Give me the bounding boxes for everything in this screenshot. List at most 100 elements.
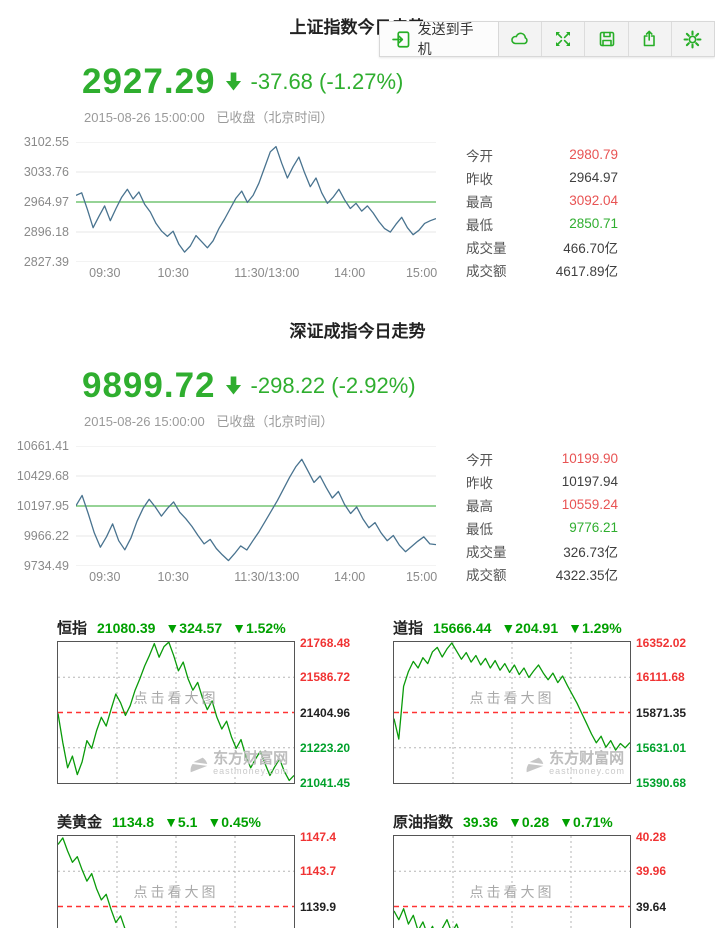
mini-chart-change-pct: ▼1.52% xyxy=(232,620,286,636)
axis-tick: 21223.20 xyxy=(300,741,351,756)
mini-chart-header: 恒指 21080.39 ▼324.57 ▼1.52% xyxy=(57,617,379,638)
x-tick: 15:00 xyxy=(405,266,438,280)
szse-x-axis: 09:30 10:30 11:30/13:00 14:00 15:00 xyxy=(76,570,438,586)
settings-button[interactable] xyxy=(671,22,714,56)
mini-chart-change: ▼0.28 xyxy=(508,814,550,830)
axis-tick: 16111.68 xyxy=(636,669,685,684)
send-to-phone-icon xyxy=(392,30,410,48)
axis-tick: 15390.68 xyxy=(636,775,687,790)
mini-charts-grid: 恒指 21080.39 ▼324.57 ▼1.52% 点击看大图 东方财富网 xyxy=(57,617,715,928)
eastmoney-domain-text: eastmoney.com xyxy=(549,766,625,776)
szse-datetime: 2015-08-26 15:00:00 xyxy=(84,414,205,429)
mini-chart-price: 1134.8 xyxy=(112,814,155,830)
stat-label: 最低 xyxy=(466,217,493,233)
send-to-phone-button[interactable]: 发送到手机 xyxy=(380,21,500,57)
axis-tick: 39.64 xyxy=(636,899,667,914)
mini-chart-header: 美黄金 1134.8 ▼5.1 ▼0.45% xyxy=(57,811,379,832)
stat-row-prev-close: 昨收 10197.94 xyxy=(466,470,618,493)
mini-chart-change: ▼5.1 xyxy=(164,814,198,830)
stat-label: 成交额 xyxy=(466,567,507,583)
sse-quote-row: 2927.29 -37.68 (-1.27%) xyxy=(82,62,715,102)
stat-label: 成交量 xyxy=(466,544,507,560)
x-tick: 09:30 xyxy=(89,570,121,584)
eastmoney-domain-text: eastmoney.com xyxy=(213,766,289,776)
x-tick: 10:30 xyxy=(157,570,189,584)
screenshot-toolbar: 发送到手机 xyxy=(379,21,715,57)
szse-market-status: 已收盘（北京时间） xyxy=(216,414,334,429)
sse-datetime-row: 2015-08-26 15:00:00 已收盘（北京时间） xyxy=(84,107,715,126)
view-large-watermark: 点击看大图 xyxy=(469,884,555,901)
stat-row-high: 最高 3092.04 xyxy=(466,189,618,212)
mini-line-chart xyxy=(58,642,294,783)
mini-chart-plot[interactable]: 点击看大图 东方财富网 eastmoney.com xyxy=(393,641,631,784)
mini-chart-name: 美黄金 xyxy=(57,814,103,831)
y-tick: 9734.49 xyxy=(23,559,69,573)
save-button[interactable] xyxy=(585,22,629,56)
stat-row-volume: 成交量 326.73亿 xyxy=(466,539,618,562)
mini-chart-gold: 美黄金 1134.8 ▼5.1 ▼0.45% 点击看大图 东方财富网 east xyxy=(57,811,379,928)
view-large-watermark: 点击看大图 xyxy=(133,690,219,707)
axis-tick: 1147.4 xyxy=(300,830,337,844)
x-tick: 15:00 xyxy=(405,570,438,584)
mini-chart-hangseng: 恒指 21080.39 ▼324.57 ▼1.52% 点击看大图 东方财富网 xyxy=(57,617,379,790)
sse-chart-area: 3102.55 3033.76 2964.97 2896.18 2827.39 … xyxy=(0,135,715,281)
szse-y-axis: 10661.41 10429.68 10197.95 9966.22 9734.… xyxy=(14,439,76,573)
szse-change: -298.22 (-2.92%) xyxy=(250,373,416,398)
szse-plot: 09:30 10:30 11:30/13:00 14:00 15:00 xyxy=(76,446,437,584)
sse-line-chart xyxy=(76,142,436,262)
mini-chart-crude-oil: 原油指数 39.36 ▼0.28 ▼0.71% 点击看大图 东方财富网 eas xyxy=(393,811,715,928)
fullscreen-button[interactable] xyxy=(542,22,586,56)
x-tick: 14:00 xyxy=(333,266,366,280)
mini-chart-plot[interactable]: 点击看大图 东方财富网 eastmoney.com xyxy=(393,835,631,928)
szse-section-title: 深证成指今日走势 xyxy=(289,322,426,341)
sse-stats-panel: 今开 2980.79 昨收 2964.97 最高 3092.04 最低 2850… xyxy=(466,143,618,281)
x-tick: 11:30/13:00 xyxy=(234,266,300,280)
axis-tick: 21404.96 xyxy=(300,705,351,720)
gear-icon xyxy=(683,30,702,48)
stat-label: 今开 xyxy=(466,452,493,468)
mini-chart-name: 道指 xyxy=(393,620,424,637)
sse-market-status: 已收盘（北京时间） xyxy=(216,110,334,125)
mini-chart-change-pct: ▼0.71% xyxy=(559,814,613,830)
stat-label: 昨收 xyxy=(466,171,493,187)
mini-chart-plot[interactable]: 点击看大图 东方财富网 eastmoney.com xyxy=(57,835,295,928)
sse-change: -37.68 (-1.27%) xyxy=(250,69,404,94)
y-tick: 3102.55 xyxy=(23,135,69,149)
cloud-upload-button[interactable] xyxy=(499,22,543,56)
stat-value: 10199.90 xyxy=(561,451,618,466)
stat-row-turnover: 成交额 4322.35亿 xyxy=(466,562,618,585)
szse-chart-area: 10661.41 10429.68 10197.95 9966.22 9734.… xyxy=(0,439,715,585)
stat-value: 9776.21 xyxy=(569,520,618,535)
stat-value: 10559.24 xyxy=(561,497,618,512)
axis-tick: 16352.02 xyxy=(636,636,687,650)
sse-plot: 09:30 10:30 11:30/13:00 14:00 15:00 xyxy=(76,142,437,280)
mini-chart-plot[interactable]: 点击看大图 东方财富网 eastmoney.com xyxy=(57,641,295,784)
sse-datetime: 2015-08-26 15:00:00 xyxy=(84,110,205,125)
stat-label: 最低 xyxy=(466,521,493,537)
stat-row-high: 最高 10559.24 xyxy=(466,493,618,516)
stat-label: 今开 xyxy=(466,148,493,164)
stat-label: 最高 xyxy=(466,194,493,210)
stat-row-volume: 成交量 466.70亿 xyxy=(466,235,618,258)
y-tick: 2896.18 xyxy=(23,225,69,239)
down-arrow-icon xyxy=(225,376,241,395)
sse-x-axis: 09:30 10:30 11:30/13:00 14:00 15:00 xyxy=(76,266,438,282)
stat-value: 2980.79 xyxy=(569,147,618,162)
axis-tick: 15631.01 xyxy=(636,741,687,756)
szse-stats-panel: 今开 10199.90 昨收 10197.94 最高 10559.24 最低 9… xyxy=(466,447,618,585)
mini-chart-change-pct: ▼1.29% xyxy=(568,620,622,636)
save-icon xyxy=(599,31,614,47)
cloud-icon xyxy=(511,32,528,45)
mini-chart-price: 15666.44 xyxy=(433,620,492,636)
mini-chart-name: 恒指 xyxy=(57,620,88,637)
x-tick: 11:30/13:00 xyxy=(234,570,300,584)
stat-value: 2850.71 xyxy=(569,216,618,231)
stat-value: 2964.97 xyxy=(569,170,618,185)
send-to-phone-label: 发送到手机 xyxy=(417,21,474,57)
stat-value: 10197.94 xyxy=(561,474,618,489)
mini-line-chart xyxy=(394,836,630,928)
y-tick: 3033.76 xyxy=(23,165,69,179)
mini-chart-change: ▼324.57 xyxy=(165,620,223,636)
share-button[interactable] xyxy=(628,22,672,56)
stat-value: 4617.89亿 xyxy=(555,263,618,279)
